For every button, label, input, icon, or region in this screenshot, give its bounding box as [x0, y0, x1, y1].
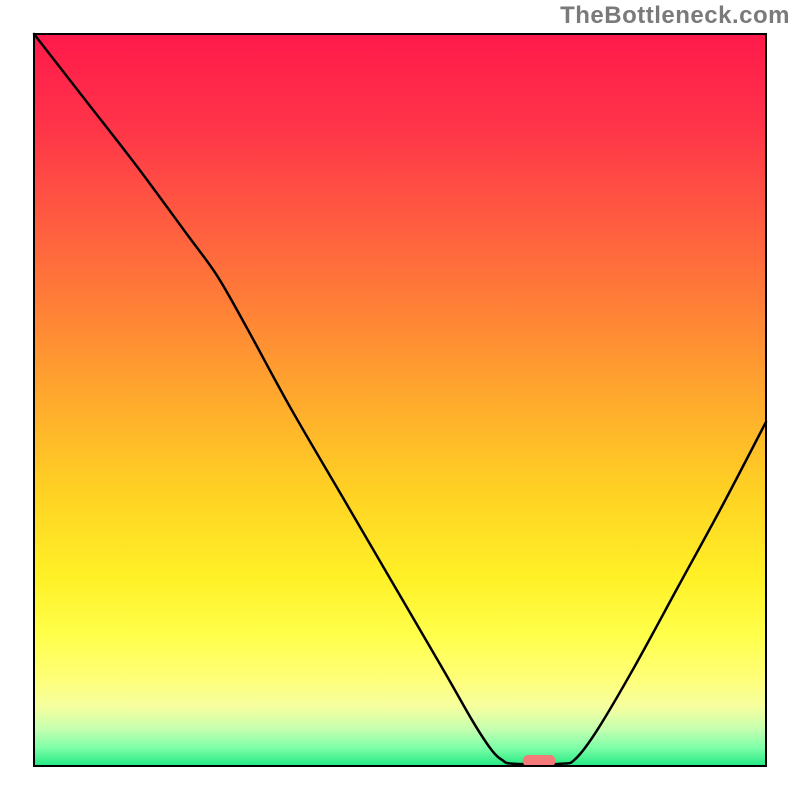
chart-svg	[0, 0, 800, 800]
optimal-marker	[523, 755, 556, 767]
gradient-background	[34, 34, 766, 766]
chart-container: TheBottleneck.com	[0, 0, 800, 800]
